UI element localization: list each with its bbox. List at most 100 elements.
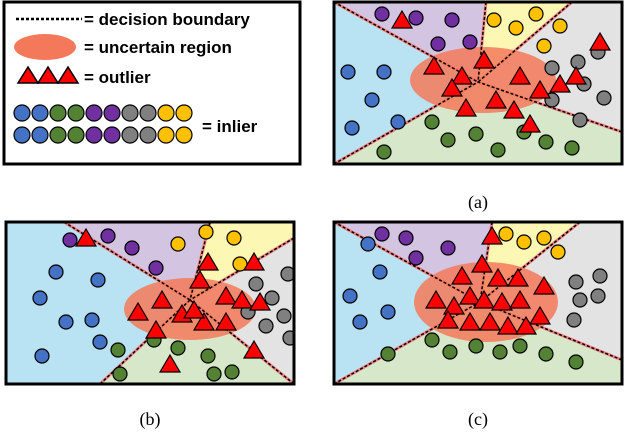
purple-inlier-point xyxy=(408,10,424,26)
panel-frame xyxy=(332,0,624,166)
purple-inlier-point xyxy=(374,6,390,22)
green-region xyxy=(100,300,294,384)
gray-inlier-point xyxy=(139,104,157,122)
outlier-point xyxy=(514,315,538,335)
outlier-point xyxy=(450,65,474,85)
outlier-point xyxy=(478,311,502,331)
outlier-point xyxy=(150,289,174,309)
green-inlier-point xyxy=(49,126,67,144)
purple-inlier-point xyxy=(430,36,446,52)
outlier-point xyxy=(242,339,266,359)
caption-a: (a) xyxy=(468,192,488,213)
purple-inlier-point xyxy=(374,226,390,242)
yellow-inlier-point xyxy=(175,104,193,122)
yellow-inlier-point xyxy=(536,230,552,246)
blue-inlier-point xyxy=(372,264,388,280)
blue-inlier-point xyxy=(34,348,50,364)
yellow-inlier-point xyxy=(170,236,186,252)
gray-inlier-point xyxy=(139,126,157,144)
green-inlier-point xyxy=(512,338,528,354)
purple-inlier-point xyxy=(62,232,78,248)
outlier-point xyxy=(518,113,542,133)
outlier-point xyxy=(508,65,532,85)
blue-inlier-point xyxy=(48,264,64,280)
green-inlier-point xyxy=(170,340,186,356)
green-inlier-point xyxy=(538,134,554,150)
gray-inlier-point xyxy=(570,54,586,70)
data-points xyxy=(32,224,294,382)
outlier-point xyxy=(440,77,464,97)
outlier-point xyxy=(188,269,212,289)
gray-inlier-point xyxy=(258,318,274,334)
outlier-point xyxy=(532,275,556,295)
blue-inlier-point xyxy=(352,314,368,330)
yellow-inlier-point xyxy=(552,18,568,34)
blue-inlier-point xyxy=(344,120,360,136)
yellow-inlier-point xyxy=(550,244,566,260)
gray-inlier-point xyxy=(121,104,139,122)
green-inlier-point xyxy=(442,344,458,360)
yellow-inlier-point xyxy=(508,20,524,36)
purple-inlier-point xyxy=(398,230,414,246)
green-inlier-point xyxy=(376,144,392,160)
outlier-point xyxy=(424,289,448,309)
gray-inlier-point xyxy=(596,90,612,106)
outlier-point xyxy=(472,49,496,69)
panel-c: (c) xyxy=(332,220,624,430)
outlier-point xyxy=(548,73,572,93)
purple-inlier-point xyxy=(444,12,460,28)
green-inlier-point xyxy=(110,342,126,358)
blue-inlier-point xyxy=(390,114,406,130)
purple-inlier-point xyxy=(408,250,424,266)
blue-inlier-point xyxy=(342,288,358,304)
blue-inlier-point xyxy=(92,334,108,350)
gray-inlier-point xyxy=(280,266,294,282)
yellow-inlier-point xyxy=(486,12,502,28)
data-points xyxy=(340,6,612,160)
green-inlier-point xyxy=(468,338,484,354)
green-inlier-point xyxy=(468,126,484,142)
blue-inlier-point xyxy=(360,236,376,252)
gray-inlier-point xyxy=(544,60,560,76)
green-inlier-point xyxy=(538,346,554,362)
outlier-point xyxy=(458,285,482,305)
outlier-point xyxy=(196,251,220,271)
purple-inlier-point xyxy=(462,34,478,50)
blue-inlier-point xyxy=(90,272,106,288)
outlier-point xyxy=(126,301,150,321)
gray-inlier-point xyxy=(282,330,294,346)
colored-circle-icon xyxy=(13,104,193,144)
green-inlier-point xyxy=(424,114,440,130)
purple-inlier-point xyxy=(148,260,164,276)
purple-inlier-point xyxy=(85,104,103,122)
green-inlier-point xyxy=(424,332,440,348)
blue-inlier-point xyxy=(376,64,392,80)
blue-inlier-point xyxy=(340,64,356,80)
outlier-point xyxy=(436,309,460,329)
blue-region xyxy=(6,222,190,384)
outlier-point xyxy=(230,289,254,309)
decision-boundary-label: = decision boundary xyxy=(84,10,250,29)
gray-inlier-point xyxy=(572,112,588,128)
gray-inlier-point xyxy=(592,268,608,284)
panel-a: (a) xyxy=(332,0,624,213)
outlier-point xyxy=(422,55,446,75)
outlier-point xyxy=(502,99,526,119)
yellow-inlier-point xyxy=(536,38,552,54)
gray-inlier-point xyxy=(566,312,582,328)
green-inlier-point xyxy=(112,366,128,382)
outlier-point xyxy=(158,353,182,373)
uncertain-region-label: = uncertain region xyxy=(84,38,232,57)
green-inlier-point xyxy=(492,344,508,360)
green-inlier-point xyxy=(564,140,580,156)
green-inlier-point xyxy=(568,354,584,370)
blue-inlier-point xyxy=(13,126,31,144)
inlier-label: = inlier xyxy=(202,117,258,136)
panel-frame xyxy=(332,220,624,386)
green-inlier-point xyxy=(49,104,67,122)
panel-frame xyxy=(4,220,296,386)
purple-inlier-point xyxy=(124,240,140,256)
purple-inlier-point xyxy=(440,240,456,256)
outlier-point xyxy=(248,291,272,311)
caption-b: (b) xyxy=(140,409,161,430)
